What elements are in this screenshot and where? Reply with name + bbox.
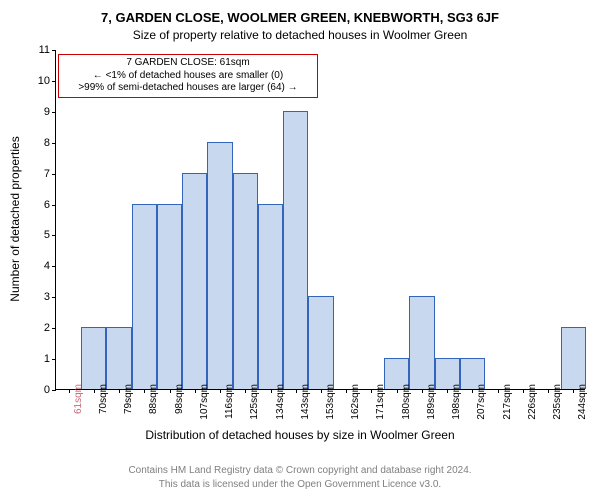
x-tick-mark <box>447 389 448 393</box>
x-tick-mark <box>472 389 473 393</box>
x-tick-label: 143sqm <box>300 384 311 420</box>
y-tick-label: 0 <box>28 384 50 396</box>
x-tick-label: 125sqm <box>249 384 260 420</box>
y-tick-label: 4 <box>28 260 50 272</box>
x-tick-mark <box>245 389 246 393</box>
x-tick-label: 217sqm <box>502 384 513 420</box>
x-tick-mark <box>170 389 171 393</box>
y-tick-mark <box>52 390 56 391</box>
annotation-line: ← <1% of detached houses are smaller (0) <box>63 70 313 83</box>
y-tick-mark <box>52 50 56 51</box>
y-tick-label: 9 <box>28 106 50 118</box>
bar <box>258 204 283 389</box>
y-tick-label: 6 <box>28 199 50 211</box>
footer-line-1: Contains HM Land Registry data © Crown c… <box>0 465 600 476</box>
bar <box>182 173 207 389</box>
x-tick-label: 244sqm <box>577 384 588 420</box>
y-tick-mark <box>52 81 56 82</box>
y-tick-label: 1 <box>28 353 50 365</box>
x-tick-mark <box>296 389 297 393</box>
x-tick-label: 198sqm <box>451 384 462 420</box>
y-axis-label: Number of detached properties <box>8 119 22 319</box>
bar <box>207 142 232 389</box>
annotation-line: 7 GARDEN CLOSE: 61sqm <box>63 57 313 70</box>
y-tick-label: 7 <box>28 168 50 180</box>
y-tick-mark <box>52 328 56 329</box>
footer-line-2: This data is licensed under the Open Gov… <box>0 479 600 490</box>
annotation-box: 7 GARDEN CLOSE: 61sqm← <1% of detached h… <box>58 54 318 98</box>
x-tick-label: 189sqm <box>426 384 437 420</box>
x-tick-mark <box>119 389 120 393</box>
x-tick-mark <box>94 389 95 393</box>
x-tick-label: 180sqm <box>401 384 412 420</box>
y-tick-label: 8 <box>28 137 50 149</box>
x-tick-mark <box>271 389 272 393</box>
y-tick-label: 3 <box>28 291 50 303</box>
y-tick-mark <box>52 235 56 236</box>
x-tick-mark <box>69 389 70 393</box>
x-tick-mark <box>220 389 221 393</box>
y-tick-mark <box>52 174 56 175</box>
bar <box>157 204 182 389</box>
chart-container: 7, GARDEN CLOSE, WOOLMER GREEN, KNEBWORT… <box>0 0 600 500</box>
x-tick-mark <box>321 389 322 393</box>
x-tick-mark <box>371 389 372 393</box>
x-tick-mark <box>422 389 423 393</box>
bar <box>106 327 131 389</box>
x-tick-label: 116sqm <box>224 384 235 419</box>
y-tick-mark <box>52 143 56 144</box>
bar <box>132 204 157 389</box>
plot-area: 7 GARDEN CLOSE: 61sqm← <1% of detached h… <box>55 50 585 390</box>
bar <box>409 296 434 389</box>
x-tick-mark <box>397 389 398 393</box>
x-tick-label: 162sqm <box>350 384 361 420</box>
x-tick-mark <box>548 389 549 393</box>
x-tick-label: 153sqm <box>325 384 336 420</box>
y-tick-mark <box>52 205 56 206</box>
y-tick-label: 2 <box>28 322 50 334</box>
chart-title-sub: Size of property relative to detached ho… <box>0 28 600 42</box>
chart-title-main: 7, GARDEN CLOSE, WOOLMER GREEN, KNEBWORT… <box>0 10 600 25</box>
bar <box>283 111 308 389</box>
x-tick-label: 171sqm <box>375 384 386 420</box>
x-axis-label: Distribution of detached houses by size … <box>0 428 600 442</box>
x-tick-label: 107sqm <box>199 384 210 420</box>
bar <box>308 296 333 389</box>
x-tick-mark <box>195 389 196 393</box>
x-tick-mark <box>523 389 524 393</box>
x-tick-label: 226sqm <box>527 384 538 420</box>
annotation-line: >99% of semi-detached houses are larger … <box>63 82 313 95</box>
x-tick-mark <box>573 389 574 393</box>
y-tick-label: 10 <box>28 75 50 87</box>
y-tick-label: 11 <box>28 44 50 56</box>
x-tick-mark <box>144 389 145 393</box>
x-tick-label: 235sqm <box>552 384 563 420</box>
x-tick-mark <box>346 389 347 393</box>
y-tick-mark <box>52 112 56 113</box>
x-tick-label: 207sqm <box>476 384 487 420</box>
bar <box>81 327 106 389</box>
bar <box>233 173 258 389</box>
x-tick-label: 134sqm <box>275 384 286 420</box>
x-tick-mark <box>498 389 499 393</box>
y-tick-label: 5 <box>28 229 50 241</box>
y-tick-mark <box>52 359 56 360</box>
bar <box>561 327 586 389</box>
y-tick-mark <box>52 297 56 298</box>
y-tick-mark <box>52 266 56 267</box>
